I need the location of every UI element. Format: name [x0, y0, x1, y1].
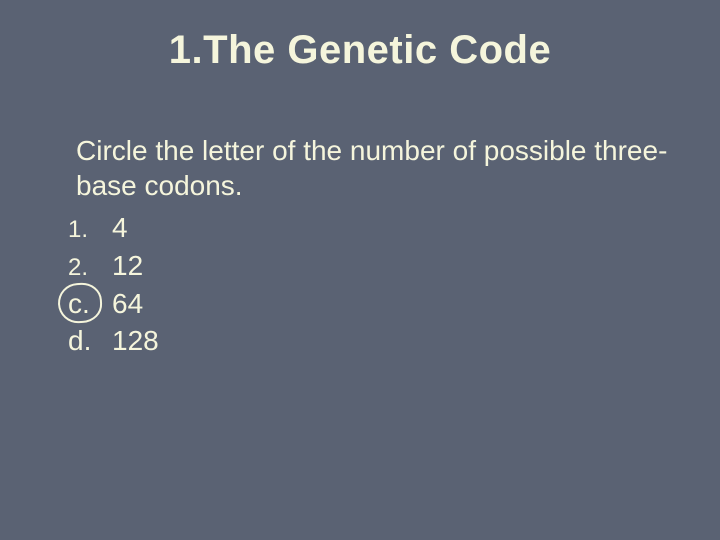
list-item: 2. 12: [64, 247, 680, 285]
option-text: 128: [108, 322, 159, 360]
options-list: 1. 4 2. 12 c. 64 d. 128: [64, 209, 680, 360]
slide-content: Circle the letter of the number of possi…: [0, 93, 720, 360]
option-text: 12: [108, 247, 143, 285]
option-marker: 2.: [64, 252, 108, 284]
option-marker-circled: c.: [64, 285, 108, 323]
slide-title: 1.The Genetic Code: [0, 0, 720, 93]
list-item: 1. 4: [64, 209, 680, 247]
option-marker: 1.: [64, 214, 108, 246]
list-item: d. 128: [64, 322, 680, 360]
question-text: Circle the letter of the number of possi…: [64, 133, 680, 203]
slide: 1.The Genetic Code Circle the letter of …: [0, 0, 720, 540]
option-text: 4: [108, 209, 128, 247]
list-item: c. 64: [64, 285, 680, 323]
option-text: 64: [108, 285, 143, 323]
option-marker: d.: [64, 322, 108, 360]
